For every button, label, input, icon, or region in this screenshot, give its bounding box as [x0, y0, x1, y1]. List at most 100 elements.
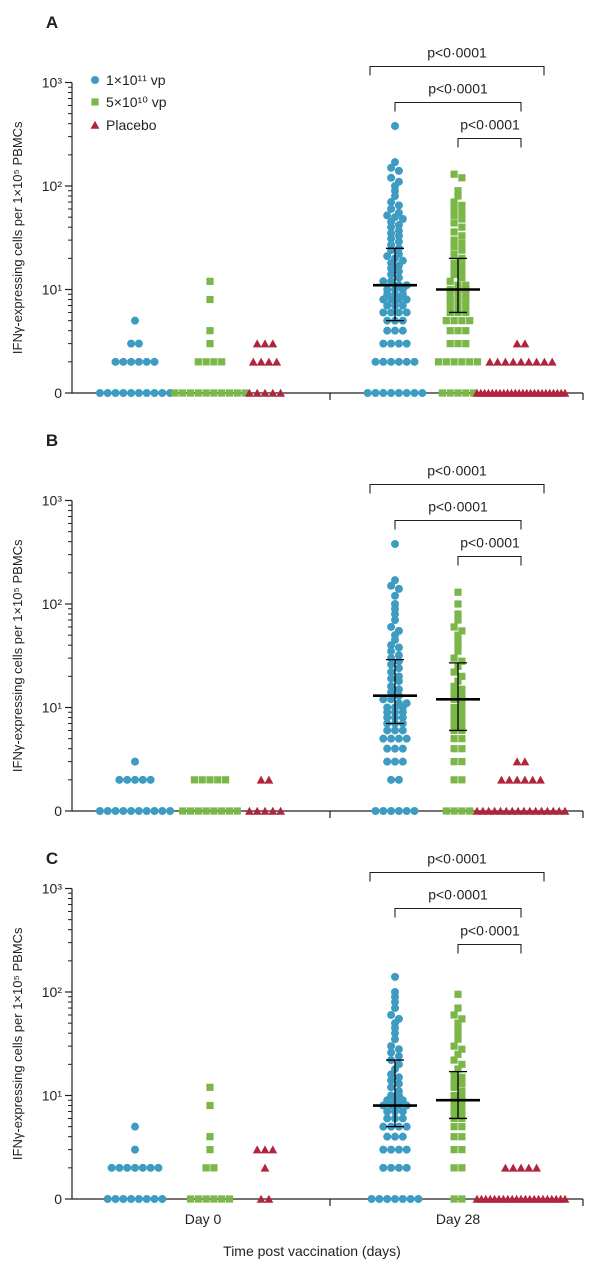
data-point [402, 1163, 411, 1172]
data-point [418, 389, 427, 397]
data-point [387, 660, 396, 669]
data-point [398, 757, 407, 766]
panel-letter: A [46, 13, 58, 32]
data-point [520, 339, 530, 348]
data-point [394, 677, 403, 686]
data-point [458, 692, 466, 700]
data-point [391, 744, 399, 753]
data-point [260, 1163, 270, 1172]
data-point [379, 277, 388, 286]
data-point [458, 1195, 466, 1203]
data-point [450, 1101, 458, 1110]
data-point [519, 806, 529, 815]
x-group-label: Day 0 [185, 1211, 222, 1227]
data-point [394, 201, 403, 210]
data-point [458, 1123, 466, 1131]
data-point [379, 695, 388, 704]
data-point [264, 357, 274, 366]
data-point [371, 807, 380, 815]
data-point [446, 301, 454, 310]
data-point [454, 340, 462, 348]
data-point [450, 708, 458, 716]
data-point [462, 389, 470, 397]
data-point [123, 775, 132, 784]
data-point [158, 389, 167, 397]
data-point [450, 205, 458, 213]
data-point [406, 1195, 415, 1203]
data-point [450, 776, 458, 784]
data-point [410, 357, 419, 366]
data-point [379, 308, 388, 317]
data-point [387, 1010, 396, 1019]
data-point [379, 1122, 388, 1131]
y-tick-label: 10¹ [42, 700, 63, 716]
data-point [450, 259, 458, 267]
data-point [458, 1101, 466, 1110]
y-axis-title: IFNγ-expressing cells per 1×10⁵ PBMCs [10, 927, 25, 1160]
data-point [454, 1065, 462, 1073]
data-point [245, 388, 254, 397]
data-point [119, 389, 128, 397]
data-point [513, 806, 523, 815]
data-point [450, 198, 458, 206]
data-point [512, 757, 522, 766]
data-point [438, 389, 446, 397]
data-point [379, 1163, 388, 1172]
data-point [123, 1163, 132, 1172]
data-point [493, 357, 502, 366]
data-point [454, 641, 462, 649]
data-point [458, 358, 466, 366]
data-point [387, 277, 396, 286]
data-point [256, 1194, 266, 1203]
data-point [268, 1145, 278, 1154]
data-point [394, 1145, 403, 1154]
data-point [394, 339, 403, 348]
p-value-label: p<0·0001 [428, 499, 488, 515]
data-point [252, 388, 262, 397]
y-tick-label: 10² [42, 178, 63, 194]
data-point [458, 1045, 466, 1053]
data-point [387, 674, 396, 683]
data-point [454, 610, 462, 618]
data-point [458, 713, 466, 722]
data-point [520, 757, 530, 766]
data-point [458, 1060, 466, 1068]
data-point [210, 1164, 218, 1172]
data-point [103, 807, 112, 815]
data-point [450, 1083, 458, 1091]
data-point [210, 389, 218, 397]
p-value-label: p<0·0001 [428, 887, 488, 903]
data-point [363, 389, 372, 397]
data-point [264, 775, 274, 784]
data-point [383, 252, 392, 261]
data-point [454, 990, 462, 998]
data-point [260, 806, 270, 815]
data-point [458, 657, 466, 665]
data-point [394, 231, 403, 240]
data-point [462, 290, 470, 298]
data-point [179, 389, 187, 397]
data-point [454, 1024, 462, 1032]
data-point [560, 806, 570, 815]
data-point [450, 719, 458, 728]
data-point [458, 317, 466, 325]
data-point [450, 682, 458, 690]
data-point [256, 775, 266, 784]
data-point [186, 389, 195, 397]
data-point [391, 610, 399, 619]
y-axis-title: IFNγ-expressing cells per 1×10⁵ PBMCs [10, 539, 25, 772]
data-point [134, 357, 143, 366]
data-point [394, 308, 403, 317]
data-point [450, 1164, 458, 1172]
data-point [394, 389, 403, 397]
data-point [446, 290, 454, 298]
data-point [379, 807, 388, 815]
data-point [458, 776, 466, 784]
data-point [367, 1195, 376, 1203]
data-point [210, 1195, 218, 1203]
y-tick-label: 0 [54, 1191, 62, 1207]
data-point [450, 654, 458, 662]
y-tick-label: 10³ [42, 493, 63, 509]
data-point [454, 187, 462, 195]
data-point [202, 1195, 210, 1203]
